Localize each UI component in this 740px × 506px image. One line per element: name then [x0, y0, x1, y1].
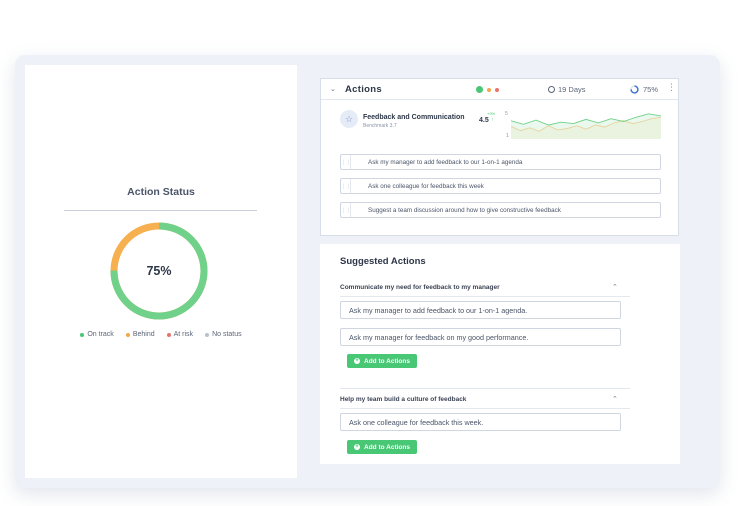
metric-title: Feedback and Communication: [363, 114, 465, 121]
action-item[interactable]: ⋮⋮ Suggest a team discussion around how …: [340, 202, 661, 218]
completion-percent: 75%: [630, 85, 658, 94]
drag-handle-icon[interactable]: ⋮⋮: [341, 203, 352, 217]
legend-on-track: On track: [80, 331, 114, 338]
sparkline-green-series-line: [511, 113, 661, 126]
collapse-chevron-icon[interactable]: ⌄: [330, 86, 336, 93]
behind-dot: [487, 87, 491, 92]
suggested-actions-card: Suggested Actions Communicate my need fo…: [320, 244, 680, 464]
drag-handle-icon[interactable]: ⋮⋮: [341, 155, 352, 169]
legend-label: On track: [87, 331, 114, 338]
actions-title: Actions: [345, 84, 382, 95]
suggestion-group-title[interactable]: Help my team build a culture of feedback: [340, 396, 467, 403]
status-indicator: [476, 86, 499, 93]
on-track-dot: [476, 86, 483, 93]
add-to-actions-button[interactable]: + Add to Actions: [347, 440, 417, 454]
progress-donut-chart: [110, 222, 208, 320]
group-divider: [340, 408, 630, 409]
suggestion-input[interactable]: Ask my manager for feedback on my good p…: [340, 328, 621, 346]
legend-no-status: No status: [205, 331, 242, 338]
sparkline-axis-min: 1: [506, 133, 509, 139]
clock-icon: [548, 86, 555, 93]
plus-circle-icon: +: [354, 358, 360, 364]
metric-score: 4.5: [479, 117, 489, 124]
days-remaining: 19 Days: [548, 85, 586, 94]
action-status-title: Action Status: [127, 186, 195, 198]
trend-sparkline: [511, 113, 661, 139]
more-options-icon[interactable]: ⋮: [667, 82, 676, 92]
status-legend: On track Behind At risk No status: [25, 331, 297, 338]
plus-circle-icon: +: [354, 444, 360, 450]
metric-benchmark: Benchmark 3.7: [363, 123, 397, 129]
at-risk-dot: [495, 87, 499, 92]
arrow-up-icon: ↑: [491, 117, 494, 123]
add-to-actions-button[interactable]: + Add to Actions: [347, 354, 417, 368]
progress-ring-icon: [630, 85, 639, 94]
sparkline-green-series-area: [511, 113, 661, 139]
actions-card: ⌄ Actions 19 Days 75% ⋮ ☆ Feedback and C…: [320, 78, 679, 236]
action-item[interactable]: ⋮⋮ Ask one colleague for feedback this w…: [340, 178, 661, 194]
metric-delta: +9%: [487, 111, 496, 116]
legend-label: No status: [212, 331, 242, 338]
days-label: 19 Days: [558, 85, 586, 94]
legend-dot: [166, 332, 171, 337]
suggestion-input[interactable]: Ask my manager to add feedback to our 1-…: [340, 301, 621, 319]
actions-header: ⌄ Actions 19 Days 75% ⋮: [321, 79, 678, 100]
legend-dot: [125, 332, 130, 337]
legend-label: At risk: [173, 331, 194, 338]
divider: [64, 210, 257, 211]
sparkline-axis-max: 5: [505, 111, 508, 117]
group-divider: [340, 296, 630, 297]
action-item-text: Ask my manager to add feedback to our 1-…: [368, 158, 523, 166]
donut-percentage: 75%: [146, 264, 172, 278]
chevron-up-icon[interactable]: ⌃: [612, 284, 618, 291]
group-divider: [340, 388, 630, 389]
suggestion-group-title[interactable]: Communicate my need for feedback to my m…: [340, 284, 500, 291]
legend-dot: [80, 332, 85, 337]
suggestion-input[interactable]: Ask one colleague for feedback this week…: [340, 413, 621, 431]
star-icon: ☆: [340, 110, 358, 128]
button-label: Add to Actions: [364, 357, 410, 365]
action-item-text: Suggest a team discussion around how to …: [368, 206, 561, 214]
legend-at-risk: At risk: [166, 331, 194, 338]
action-item-text: Ask one colleague for feedback this week: [368, 182, 484, 190]
drag-handle-icon[interactable]: ⋮⋮: [341, 179, 352, 193]
action-item[interactable]: ⋮⋮ Ask my manager to add feedback to our…: [340, 154, 661, 170]
chevron-up-icon[interactable]: ⌃: [612, 396, 618, 403]
legend-behind: Behind: [125, 331, 155, 338]
legend-dot: [205, 332, 210, 337]
legend-label: Behind: [132, 331, 155, 338]
percent-label: 75%: [643, 85, 659, 94]
button-label: Add to Actions: [364, 443, 410, 451]
donut-progress-arc: [110, 222, 208, 320]
action-status-panel: Action Status 75% On track Behind At ris…: [25, 65, 297, 478]
suggested-actions-title: Suggested Actions: [340, 256, 426, 267]
